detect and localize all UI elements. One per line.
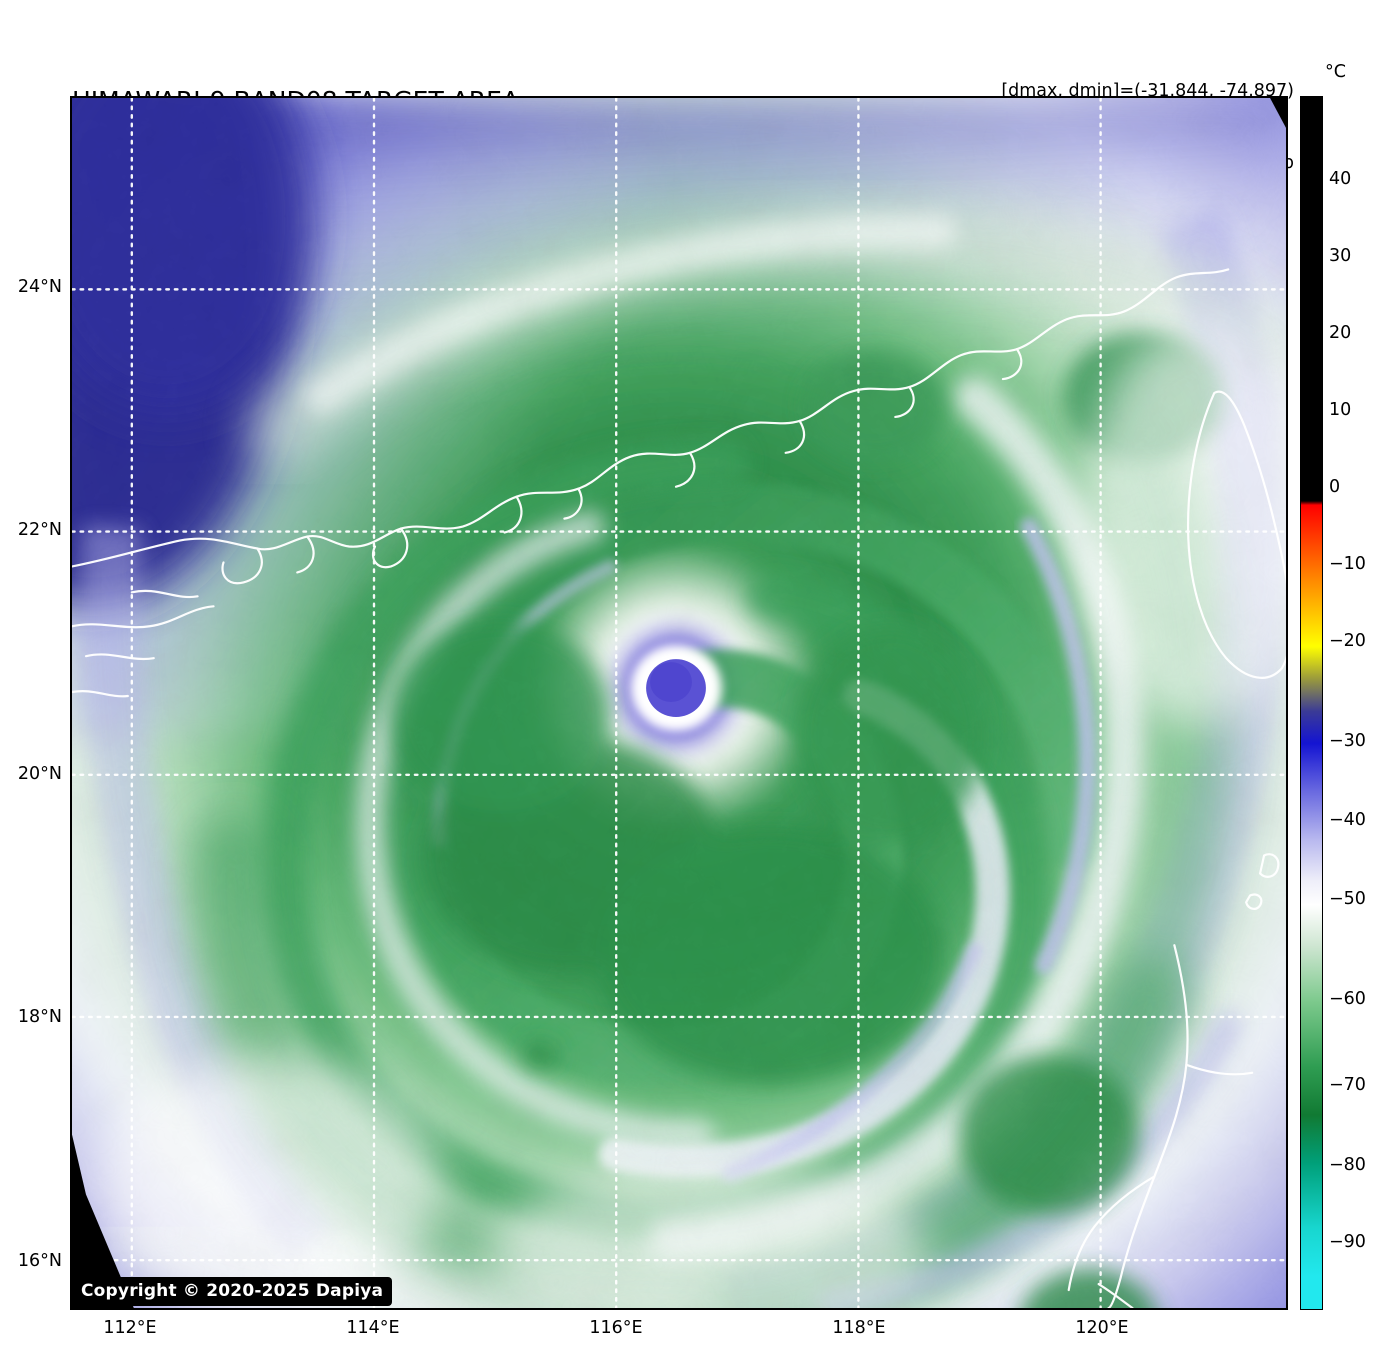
longitude-tick: 112°E [103, 1318, 157, 1338]
colorbar-tick: −80 [1329, 1155, 1366, 1175]
colorbar-tick: 40 [1329, 169, 1352, 189]
colorbar-tick: 20 [1329, 323, 1352, 343]
coastline-overlay [72, 268, 1286, 1308]
latitude-tick: 16°N [17, 1251, 62, 1271]
copyright-watermark: Copyright © 2020-2025 Dapiya [72, 1277, 393, 1306]
colorbar-tick: 10 [1329, 400, 1352, 420]
colorbar-tick: −30 [1329, 731, 1366, 751]
colorbar-tick: −50 [1329, 889, 1366, 909]
longitude-tick: 116°E [589, 1318, 643, 1338]
latitude-tick: 24°N [17, 277, 62, 297]
colorbar-tick: 0 [1329, 477, 1341, 497]
colorbar-tick: −20 [1329, 631, 1366, 651]
colorbar-tick: −90 [1329, 1232, 1366, 1252]
latitude-tick: 18°N [17, 1007, 62, 1027]
colorbar-tick: −40 [1329, 810, 1366, 830]
latitude-tick: 22°N [17, 520, 62, 540]
colorbar-unit-label: °C [1325, 62, 1346, 82]
satellite-infrared-image [72, 98, 1286, 1308]
colorbar-gradient [1301, 97, 1322, 1309]
temperature-colorbar [1300, 96, 1323, 1310]
graticule-gridlines [72, 98, 1286, 1308]
satellite-image-panel [70, 96, 1288, 1310]
colorbar-tick: −60 [1329, 989, 1366, 1009]
latitude-tick: 20°N [17, 764, 62, 784]
colorbar-tick: −70 [1329, 1075, 1366, 1095]
longitude-tick: 120°E [1075, 1318, 1129, 1338]
storm-eye [630, 644, 722, 732]
cloud-field [72, 98, 1286, 1308]
longitude-tick: 118°E [832, 1318, 886, 1338]
colorbar-tick: 30 [1329, 246, 1352, 266]
longitude-tick: 114°E [346, 1318, 400, 1338]
colorbar-tick: −10 [1329, 554, 1366, 574]
